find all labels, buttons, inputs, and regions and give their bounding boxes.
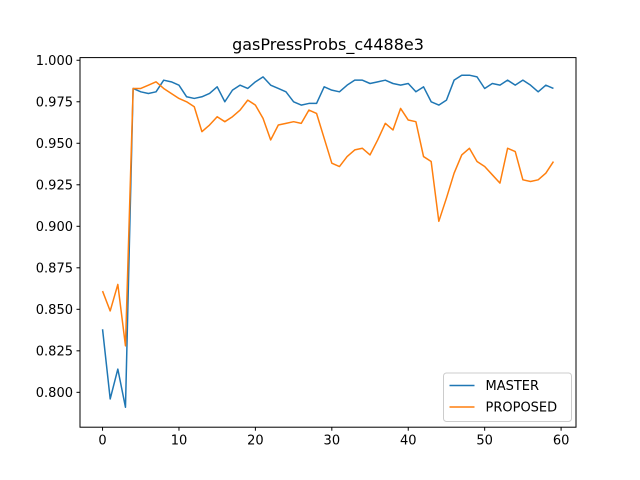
y-tick-label: 0.800: [36, 386, 73, 401]
y-tick-label: 0.900: [36, 220, 73, 235]
chart-title: gasPressProbs_c4488e3: [232, 35, 424, 55]
x-tick-label: 40: [400, 434, 417, 449]
legend-box: [443, 372, 572, 422]
x-tick-label: 30: [324, 434, 341, 449]
x-tick-label: 10: [171, 434, 188, 449]
y-tick-label: 0.875: [36, 261, 73, 276]
legend-label-proposed: PROPOSED: [486, 401, 558, 416]
proposed-line: [101, 81, 555, 347]
y-tick-label: 0.950: [36, 137, 73, 152]
y-tick-label: 0.925: [36, 178, 73, 193]
legend-label-master: MASTER: [486, 379, 540, 394]
master-line: [101, 74, 554, 409]
x-tick-label: 60: [553, 434, 570, 449]
legend: MASTER PROPOSED: [443, 372, 572, 422]
axes-spines: [79, 57, 577, 428]
y-tick-label: 0.825: [36, 344, 73, 359]
x-axis: 0 10 20 30 40 50 60: [98, 427, 569, 449]
x-tick-label: 0: [98, 434, 106, 449]
x-tick-label: 50: [476, 434, 493, 449]
y-tick-label: 0.975: [36, 95, 73, 110]
series-lines: [101, 74, 555, 409]
y-tick-label: 1.000: [36, 54, 73, 69]
plot-area: [80, 57, 576, 428]
y-axis: 1.000 0.975 0.950 0.925 0.900 0.875 0.850 0.825…: [36, 54, 80, 401]
y-tick-label: 0.850: [36, 303, 73, 318]
x-tick-label: 20: [247, 434, 264, 449]
